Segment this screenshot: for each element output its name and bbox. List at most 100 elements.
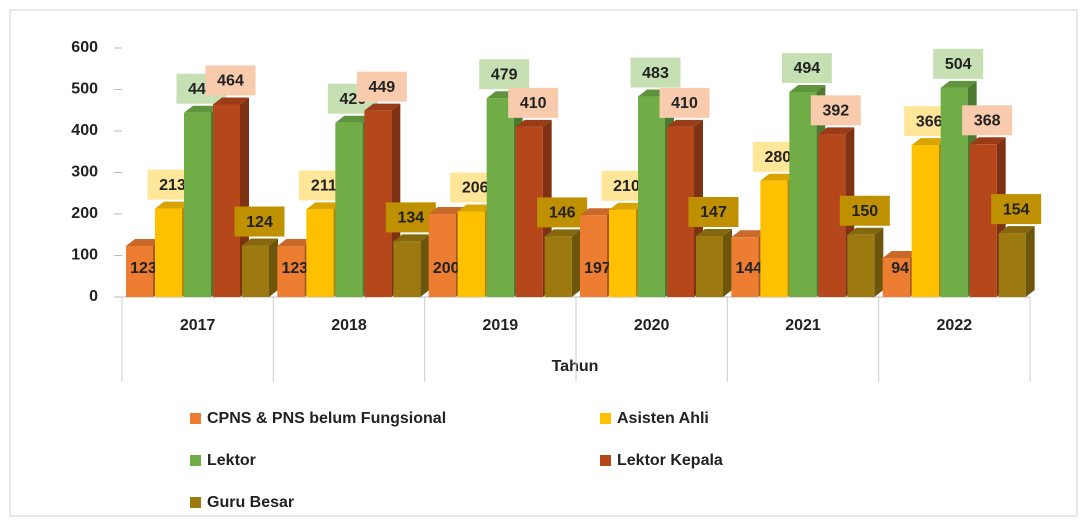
bar-side <box>420 234 430 297</box>
bar <box>126 245 153 297</box>
bar <box>847 234 875 297</box>
data-label: 366 <box>916 113 943 130</box>
data-label: 144 <box>735 260 762 277</box>
y-tick-label: 300 <box>71 164 98 181</box>
y-tick-label: 600 <box>71 39 98 56</box>
data-label: 150 <box>851 203 878 220</box>
bar-top <box>364 103 401 111</box>
legend-label: Guru Besar <box>207 494 294 511</box>
data-label-bg <box>781 52 832 83</box>
data-label-bg <box>234 206 285 237</box>
bar <box>638 96 665 298</box>
data-label: 197 <box>584 260 611 277</box>
data-label: 368 <box>974 112 1001 129</box>
data-label: 147 <box>700 204 727 221</box>
bar <box>457 211 485 297</box>
data-label-bg <box>479 59 530 90</box>
data-label-bg <box>537 197 588 228</box>
y-tick-label: 0 <box>89 288 98 305</box>
x-tick-label: 2018 <box>331 317 367 334</box>
legend-swatch <box>190 497 201 508</box>
legend-label: Asisten Ahli <box>617 410 709 427</box>
bar-top <box>696 228 732 236</box>
bar-top <box>818 127 855 135</box>
data-label-bg <box>688 196 739 227</box>
bar-top <box>184 105 220 113</box>
data-label: 154 <box>1003 201 1030 218</box>
legend-label: CPNS & PNS belum Fungsional <box>207 410 446 427</box>
bar-top <box>882 250 919 258</box>
bar <box>760 180 788 297</box>
bar <box>882 257 910 297</box>
y-tick-label: 500 <box>71 81 98 98</box>
bar-top <box>457 204 494 212</box>
legend-label: Lektor <box>207 452 256 469</box>
data-label-bg <box>385 202 436 233</box>
bar-side <box>874 227 884 297</box>
data-label-bg <box>839 195 890 226</box>
data-label-bg <box>659 87 710 118</box>
x-tick-label: 2017 <box>180 317 216 334</box>
data-label-bg <box>356 71 407 102</box>
data-label: 146 <box>549 205 576 222</box>
data-label: 213 <box>159 177 186 194</box>
data-label: 211 <box>311 178 337 195</box>
data-label: 94 <box>891 260 909 277</box>
y-tick-label: 200 <box>71 205 98 222</box>
x-axis-label: Tahun <box>552 358 599 375</box>
data-label: 124 <box>246 214 273 231</box>
bar-top <box>242 238 278 246</box>
bar <box>486 98 514 297</box>
bar-top <box>847 227 884 235</box>
data-label: 123 <box>281 260 308 277</box>
legend-label: Lektor Kepala <box>617 452 723 469</box>
data-label: 392 <box>822 103 849 120</box>
bar-top <box>998 226 1035 234</box>
bar-top <box>277 238 314 246</box>
legend-swatch <box>600 455 611 466</box>
legend-swatch <box>190 455 201 466</box>
data-label-bg <box>205 65 256 96</box>
bar-top <box>731 230 768 238</box>
bar-top <box>667 119 703 127</box>
bar-top <box>393 234 430 242</box>
bar <box>911 145 939 297</box>
bar-top <box>515 119 552 127</box>
bar-top <box>213 97 249 105</box>
y-tick-label: 100 <box>71 247 98 264</box>
legend-swatch <box>190 413 201 424</box>
bar-top <box>428 207 465 214</box>
data-label: 464 <box>217 73 244 90</box>
data-label: 280 <box>764 149 791 166</box>
data-label-bg <box>508 87 559 118</box>
bar-top <box>969 137 1006 145</box>
bar <box>277 245 305 297</box>
bar <box>428 214 456 297</box>
bar <box>213 104 240 297</box>
data-label-bg <box>810 95 861 126</box>
bar <box>731 237 759 297</box>
bar-top <box>760 173 797 181</box>
x-tick-label: 2021 <box>785 317 821 334</box>
data-label: 410 <box>520 95 547 112</box>
bar <box>998 233 1026 297</box>
data-label-bg <box>630 57 681 88</box>
bar-top <box>789 84 826 92</box>
bar <box>544 236 572 297</box>
bar-top <box>544 229 581 237</box>
bar-side <box>269 238 278 297</box>
data-label: 200 <box>433 260 460 277</box>
bar-top <box>306 202 343 210</box>
legend-swatch <box>600 413 611 424</box>
bar <box>393 241 421 297</box>
data-label: 483 <box>642 65 669 82</box>
bar-top <box>911 138 948 146</box>
bar <box>242 245 269 297</box>
bar-top <box>940 80 977 88</box>
bar <box>335 122 363 297</box>
data-label: 206 <box>462 180 489 197</box>
y-tick-label: 400 <box>71 122 98 139</box>
data-label: 494 <box>793 60 820 77</box>
bar-side <box>1025 226 1035 297</box>
